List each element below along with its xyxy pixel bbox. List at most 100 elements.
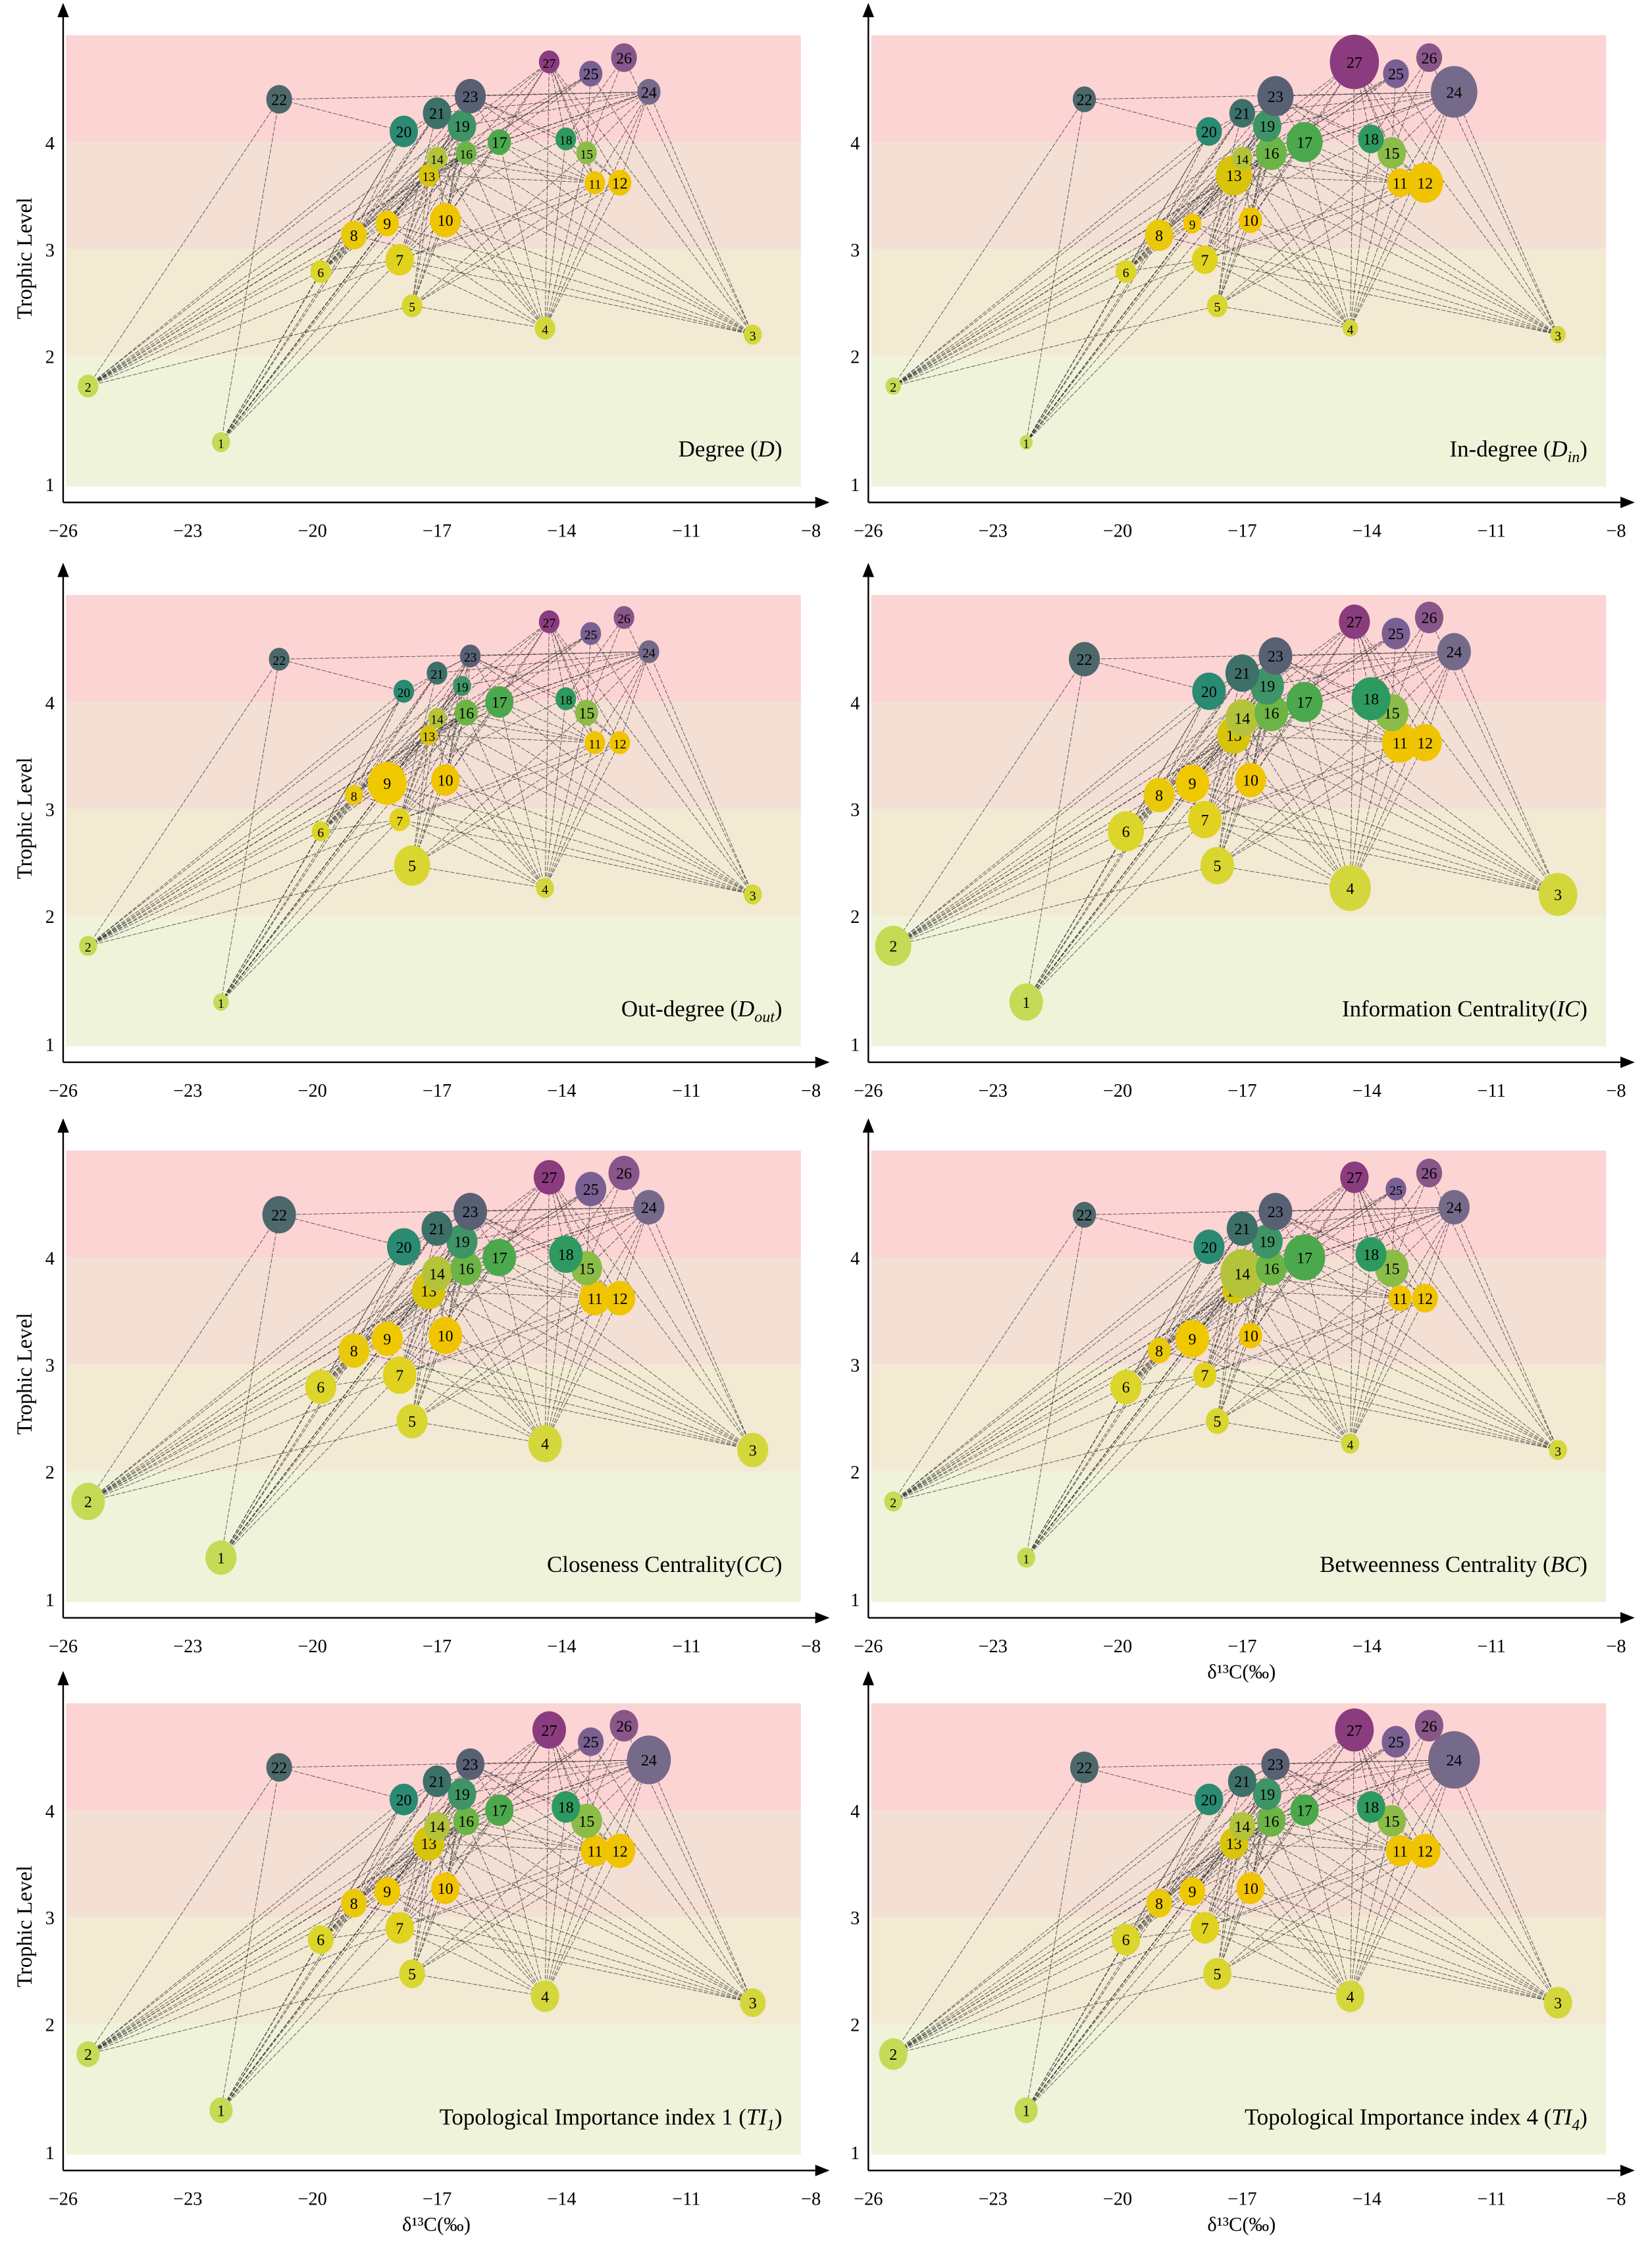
node-circle [453, 675, 471, 696]
y-axis-label: Trophic Level [13, 758, 37, 879]
food-web-link [88, 865, 413, 947]
node-circle [1179, 1877, 1206, 1906]
x-tick-label: −14 [547, 1081, 576, 1101]
food-web-link [399, 1268, 467, 1376]
species-node-18: 18 [555, 687, 577, 710]
food-web-link [470, 1211, 596, 1299]
food-web-link [1158, 131, 1210, 236]
species-node-10: 10 [431, 1872, 460, 1904]
food-web-link [1395, 633, 1559, 895]
food-web-link [1025, 819, 1205, 1003]
node-circle [1437, 633, 1471, 671]
food-web-link [428, 1290, 753, 1451]
species-node-2: 2 [76, 2041, 100, 2068]
food-web-link [428, 174, 546, 328]
food-web-link [1025, 234, 1160, 443]
food-web-link [399, 1820, 467, 1928]
food-web-link [892, 234, 1160, 386]
food-web-link [411, 1850, 596, 1974]
node-label: 13 [421, 1836, 436, 1853]
node-label: 9 [1189, 219, 1196, 232]
node-label: 8 [1155, 1896, 1163, 1913]
node-label: 11 [1393, 735, 1408, 752]
y-axis-arrow [57, 3, 69, 18]
food-web-link [411, 182, 596, 306]
x-tick-label: −23 [173, 1081, 202, 1101]
food-web-link [88, 271, 321, 386]
food-web-link [465, 712, 546, 889]
title-text: Degree ( [679, 436, 758, 461]
food-web-link [353, 1781, 438, 1904]
food-web-link [892, 1241, 1268, 1502]
node-circle [455, 1748, 485, 1781]
x-tick-label: −14 [1353, 1081, 1381, 1101]
food-web-link [893, 1973, 1218, 2054]
food-web-link [1350, 91, 1455, 328]
species-node-14: 14 [1220, 1249, 1264, 1298]
species-node-7: 7 [1191, 245, 1218, 274]
food-web-link [586, 73, 592, 153]
node-circle [608, 170, 632, 196]
food-web-link [445, 779, 753, 895]
node-circle [1200, 847, 1235, 885]
node-circle [1014, 2097, 1038, 2124]
y-axis-arrow [862, 1671, 875, 1686]
node-circle [1072, 86, 1097, 113]
food-web-link [892, 152, 1272, 386]
food-web-link [1204, 1297, 1401, 1376]
species-node-17: 17 [1286, 681, 1323, 722]
food-web-link [1304, 142, 1351, 328]
food-web-link [445, 1810, 500, 1889]
food-web-link [470, 656, 596, 743]
food-web-link [892, 131, 1210, 386]
food-web-link [1354, 1177, 1393, 1268]
node-label: 22 [271, 1760, 287, 1777]
title-subscript: 1 [767, 2117, 775, 2134]
node-label: 21 [429, 1221, 445, 1238]
node-label: 2 [889, 2047, 897, 2064]
node-label: 27 [543, 617, 556, 631]
node-circle [1250, 667, 1284, 705]
species-node-13: 13 [419, 725, 438, 745]
node-label: 6 [317, 827, 324, 841]
node-circle [1283, 1234, 1326, 1281]
species-node-24: 24 [1428, 1731, 1480, 1789]
food-web-link [1250, 779, 1559, 895]
y-axis-label: Trophic Level [13, 1313, 37, 1434]
node-label: 15 [579, 1814, 594, 1831]
food-web-link [619, 91, 650, 183]
node-circle [426, 662, 448, 685]
food-web-link [88, 1215, 280, 1502]
species-node-14: 14 [428, 708, 446, 729]
node-label: 9 [1189, 776, 1197, 793]
food-web-link [1354, 61, 1401, 183]
food-web-link [399, 126, 463, 260]
food-web-link [465, 1820, 546, 1997]
food-web-link [892, 1386, 1126, 1502]
food-web-link [321, 783, 388, 832]
species-node-14: 14 [1229, 1812, 1256, 1841]
species-node-25: 25 [575, 1172, 607, 1207]
food-web-link [892, 271, 1126, 386]
title-symbol: IC [1556, 996, 1580, 1022]
node-label: 27 [1347, 55, 1362, 72]
food-web-link [1084, 1767, 1210, 1800]
food-web-link [88, 1820, 467, 2054]
species-node-24: 24 [1438, 1189, 1470, 1225]
food-web-link [499, 702, 546, 889]
food-web-link [1204, 1794, 1268, 1928]
food-web-link [400, 1297, 620, 1376]
food-web-link [648, 651, 754, 895]
food-web-link [1233, 735, 1559, 895]
food-web-link [1233, 91, 1455, 176]
node-label: 10 [438, 213, 453, 230]
species-node-8: 8 [338, 1333, 370, 1368]
food-web-link [466, 1268, 595, 1299]
node-label: 14 [1236, 153, 1249, 167]
species-node-2: 2 [885, 377, 901, 395]
food-web-link [1350, 1730, 1355, 1997]
food-web-link [1370, 617, 1430, 699]
node-label: 26 [1421, 1166, 1437, 1183]
node-label: 18 [559, 134, 573, 148]
species-node-3: 3 [1538, 873, 1578, 916]
